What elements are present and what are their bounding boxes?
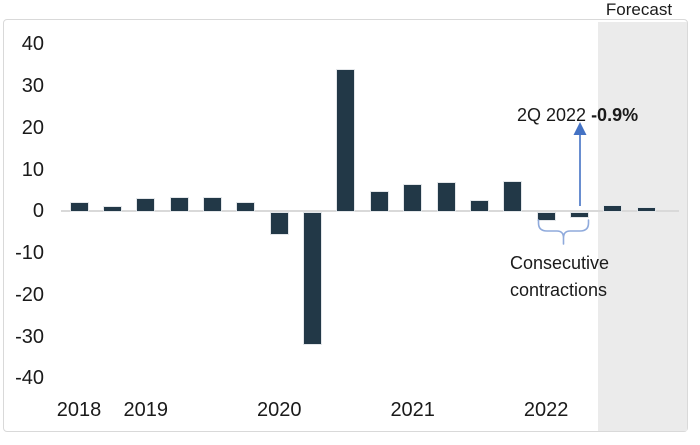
y-tick--10: -10: [15, 242, 44, 265]
bar-1q-2020: [269, 212, 289, 236]
bar-4q-2021: [503, 181, 523, 212]
y-tick-10: 10: [21, 158, 44, 181]
x-label-2022: 2022: [523, 399, 569, 421]
bar-3q-2021: [469, 200, 489, 212]
bar-3q-2020: [336, 68, 356, 212]
bar-4q-2022-forecast: [636, 207, 656, 212]
bar-2q-2021: [436, 182, 456, 212]
bar-1q-2021: [403, 183, 423, 212]
brace-icon: [537, 219, 590, 245]
forecast-shaded-region: [598, 22, 687, 431]
bar-4q-2018: [102, 206, 122, 212]
annotation-consecutive-line2: contractions: [510, 280, 608, 300]
bar-2q-2022: [570, 212, 590, 218]
forecast-region-label: Forecast: [605, 0, 673, 19]
y-tick--40: -40: [15, 367, 44, 390]
y-tick-30: 30: [21, 75, 44, 98]
y-tick--20: -20: [15, 283, 44, 306]
annotation-consecutive-contractions: Consecutive contractions: [510, 250, 609, 304]
annotation-2q2022-value: -0.9%: [591, 105, 639, 125]
y-tick-0: 0: [32, 200, 44, 223]
bar-2q-2019: [169, 196, 189, 212]
up-arrow-icon: [573, 122, 587, 206]
annotation-2q2022-label: 2Q 2022 -0.9%: [517, 105, 638, 126]
bar-3q-2022-forecast: [603, 204, 623, 212]
x-label-2019: 2019: [123, 399, 168, 421]
bar-4q-2020: [369, 191, 389, 212]
x-label-2018: 2018: [56, 399, 102, 421]
y-tick-20: 20: [21, 116, 44, 139]
bar-1q-2019: [136, 198, 156, 212]
bar-1q-2022: [536, 212, 556, 221]
y-tick-40: 40: [21, 33, 44, 56]
x-label-2021: 2021: [390, 399, 435, 421]
bar-2q-2020: [303, 212, 323, 346]
annotation-2q2022-quarter: 2Q 2022: [517, 105, 587, 125]
y-tick--30: -30: [15, 325, 44, 348]
x-label-2020: 2020: [256, 399, 302, 421]
annotation-consecutive-line1: Consecutive: [510, 253, 610, 273]
bar-3q-2018: [69, 202, 89, 212]
bar-4q-2019: [236, 202, 256, 212]
bar-3q-2019: [202, 197, 222, 212]
chart-frame: 40 30 20 10 0 -10 -20 -30 -40 2018 2019 2020 2021 20…: [3, 19, 688, 432]
